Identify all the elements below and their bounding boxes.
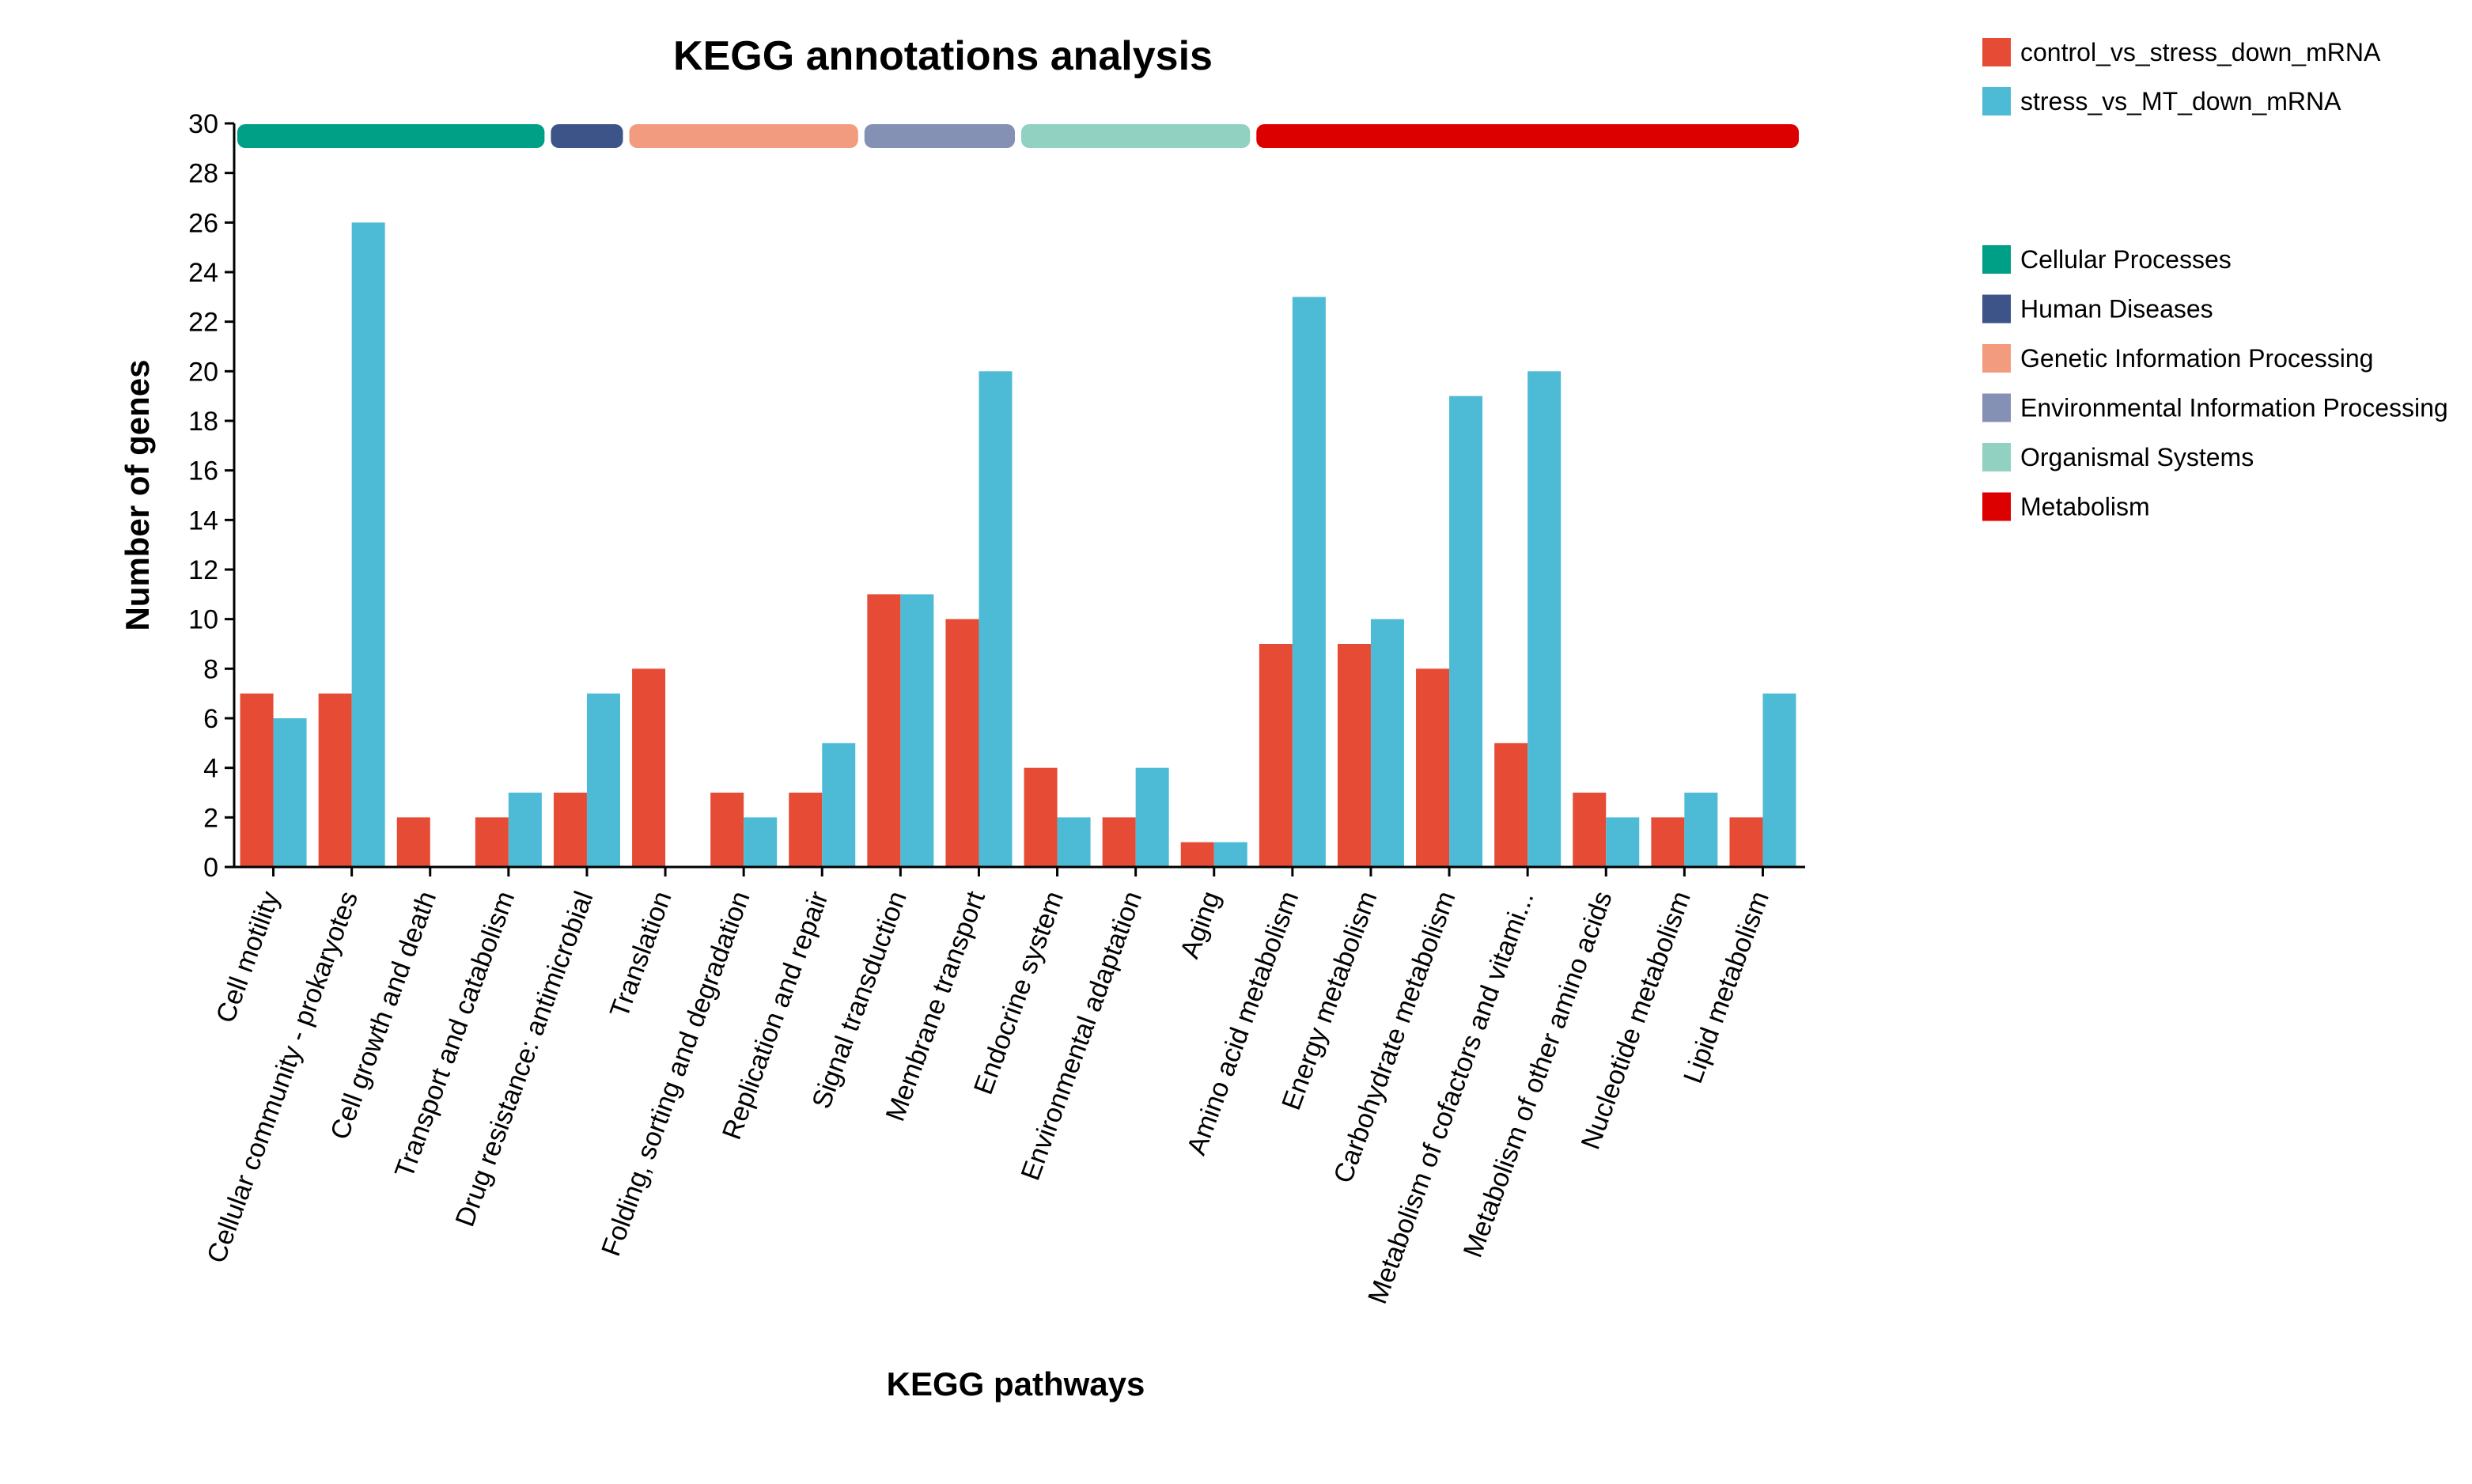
x-tick-label: Cellular community - prokaryotes xyxy=(201,888,364,1267)
group-band xyxy=(551,124,623,148)
legend-label: Genetic Information Processing xyxy=(2020,344,2373,373)
bar xyxy=(508,793,542,867)
bar xyxy=(979,371,1013,867)
legend-label: control_vs_stress_down_mRNA xyxy=(2020,38,2381,66)
chart-title: KEGG annotations analysis xyxy=(673,33,1213,79)
group-band xyxy=(629,124,858,148)
y-tick-label: 2 xyxy=(203,803,218,833)
x-tick-label: Aging xyxy=(1175,888,1226,963)
bar-marks xyxy=(240,222,1796,868)
legend-label: Metabolism xyxy=(2020,493,2150,521)
bar xyxy=(1180,842,1214,867)
y-tick-label: 12 xyxy=(188,555,218,585)
bar xyxy=(273,718,307,867)
bar xyxy=(632,668,666,867)
x-tick-label: Metabolism of other amino acids xyxy=(1458,888,1618,1262)
bar xyxy=(1416,668,1450,867)
y-tick-label: 30 xyxy=(188,109,218,139)
x-tick-label: Drug resistance: antimicrobial xyxy=(450,888,600,1231)
bar xyxy=(1449,396,1483,868)
bar xyxy=(318,693,352,867)
bar xyxy=(1606,817,1640,867)
legend-label: Cellular Processes xyxy=(2020,245,2232,274)
category-group-bands xyxy=(237,124,1799,148)
y-tick-label: 22 xyxy=(188,308,218,338)
bar xyxy=(900,594,934,867)
bar xyxy=(1494,743,1528,867)
bar xyxy=(240,693,274,867)
bar xyxy=(1259,644,1293,867)
bar xyxy=(351,222,385,867)
group-band xyxy=(1256,124,1799,148)
bar xyxy=(1573,793,1607,867)
y-tick-label: 16 xyxy=(188,456,218,486)
group-legend: Cellular Processes Human Diseases Genetic … xyxy=(1982,245,2448,521)
legend-label: Organismal Systems xyxy=(2020,443,2254,471)
y-tick-label: 0 xyxy=(203,853,218,883)
legend-swatch xyxy=(1982,294,2011,324)
y-axis-label: Number of genes xyxy=(119,359,156,630)
bar xyxy=(1024,767,1058,867)
x-tick-label: Lipid metabolism xyxy=(1678,888,1775,1088)
y-tick-label: 6 xyxy=(203,704,218,734)
x-tick-label: Translation xyxy=(604,888,678,1022)
bar xyxy=(1729,817,1763,867)
bar xyxy=(1057,817,1091,867)
bar xyxy=(1651,817,1685,867)
y-tick-label: 18 xyxy=(188,407,218,437)
y-tick-label: 24 xyxy=(188,258,218,288)
bar xyxy=(867,594,901,867)
bar xyxy=(789,793,823,867)
x-tick-label: Folding, sorting and degradation xyxy=(596,888,756,1260)
group-band xyxy=(237,124,545,148)
y-tick-label: 14 xyxy=(188,505,218,536)
legend-label: stress_vs_MT_down_mRNA xyxy=(2020,87,2341,115)
bar xyxy=(1213,842,1247,867)
legend-swatch xyxy=(1982,245,2011,274)
x-tick-label: Cell motility xyxy=(210,888,286,1027)
y-tick-label: 26 xyxy=(188,208,218,238)
legend-label: Environmental Information Processing xyxy=(2020,394,2448,422)
bar xyxy=(475,817,509,867)
bar xyxy=(744,817,778,867)
y-tick-label: 28 xyxy=(188,159,218,189)
series-legend: control_vs_stress_down_mRNA stress_vs_MT_… xyxy=(1982,38,2381,115)
bar xyxy=(1370,619,1404,867)
legend-swatch xyxy=(1982,38,2011,66)
bar xyxy=(586,693,620,867)
bar xyxy=(553,793,587,867)
legend-swatch xyxy=(1982,344,2011,373)
bar xyxy=(710,793,744,867)
bar xyxy=(1762,693,1796,867)
y-tick-label: 10 xyxy=(188,605,218,635)
group-band xyxy=(1021,124,1251,148)
y-tick-label: 8 xyxy=(203,654,218,684)
group-band xyxy=(864,124,1015,148)
legend-label: Human Diseases xyxy=(2020,295,2213,324)
bar xyxy=(1292,297,1326,867)
bar xyxy=(1527,371,1562,867)
bar xyxy=(1684,793,1718,867)
bar xyxy=(1135,767,1169,867)
x-axis-label: KEGG pathways xyxy=(887,1365,1145,1403)
legend-swatch xyxy=(1982,393,2011,422)
y-tick-label: 4 xyxy=(203,754,218,784)
legend-swatch xyxy=(1982,492,2011,521)
legend-swatch xyxy=(1982,443,2011,471)
axes xyxy=(225,122,1805,876)
legend-swatch xyxy=(1982,87,2011,115)
bar xyxy=(945,619,979,867)
y-tick-label: 20 xyxy=(188,357,218,387)
bar xyxy=(1102,817,1136,867)
bar xyxy=(1337,644,1371,867)
bar xyxy=(396,817,430,867)
bar xyxy=(822,743,856,867)
